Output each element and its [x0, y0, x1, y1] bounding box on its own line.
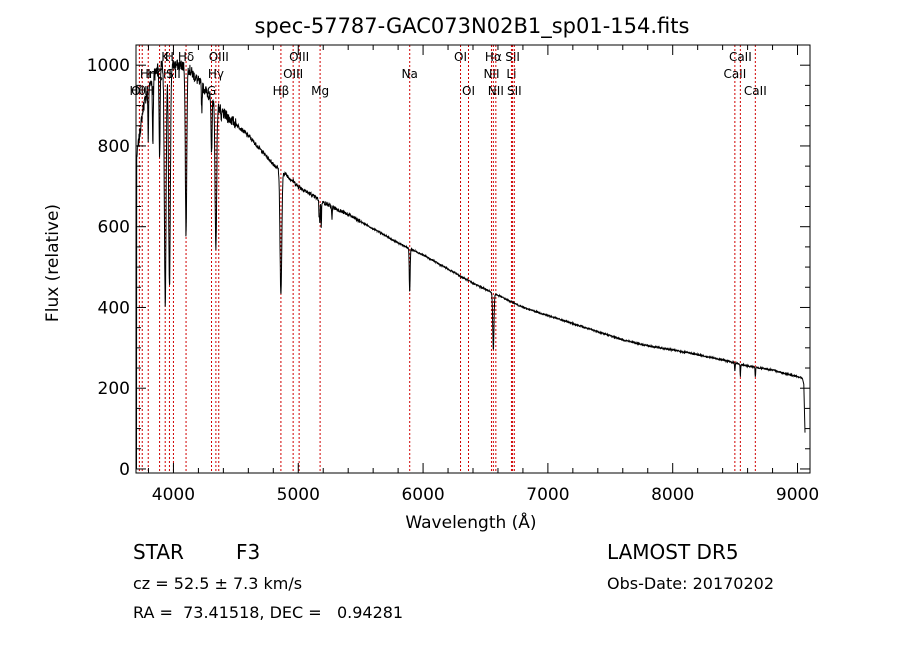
x-tick-label: 7000	[526, 485, 569, 505]
line-marker-label: Hη	[140, 67, 157, 81]
y-tick-label: 1000	[87, 56, 130, 76]
coordinates-readout: RA = 73.41518, DEC = 0.94281	[133, 603, 404, 622]
x-axis: 4000 5000 6000 7000 8000 9000	[147, 45, 819, 505]
line-marker-label: CaII	[729, 50, 752, 64]
x-tick-label: 8000	[651, 485, 694, 505]
line-marker-label: Hα	[485, 50, 502, 64]
line-marker-label: OIII	[209, 50, 229, 64]
spectral-subclass: F3	[236, 540, 261, 564]
line-marker-label: H	[165, 50, 174, 64]
x-axis-label: Wavelength (Å)	[405, 511, 536, 533]
line-marker-label: HθH	[130, 84, 155, 98]
line-marker-label: SII	[505, 50, 520, 64]
y-axis: 0 200 400 600 800 1000	[87, 56, 810, 480]
observation-date: Obs-Date: 20170202	[607, 574, 775, 593]
y-tick-label: 200	[98, 379, 130, 399]
redshift-readout: cz = 52.5 ± 7.3 km/s	[133, 574, 303, 593]
line-marker-label: OI	[462, 84, 475, 98]
line-marker-label: OI	[454, 50, 467, 64]
y-tick-label: 0	[119, 460, 130, 480]
line-marker-label: OII	[131, 84, 148, 98]
line-marker-label: Li	[506, 67, 516, 81]
line-marker-label: SII	[166, 67, 181, 81]
object-class: STAR	[133, 540, 184, 564]
line-markers: OIIHθHHηHζHKHSIIHδGHγOIIIHβOIIIOIIIMgNaO…	[130, 45, 767, 473]
line-marker-label: Hδ	[178, 50, 194, 64]
line-marker-label: Hγ	[208, 67, 224, 81]
x-tick-label: 5000	[277, 485, 320, 505]
x-tick-label: 4000	[152, 485, 195, 505]
line-marker-label: Mg	[311, 84, 329, 98]
line-marker-label: K	[161, 50, 170, 64]
line-marker-label: Na	[402, 67, 418, 81]
line-marker-label: NII	[488, 84, 504, 98]
line-marker-label: CaII	[744, 84, 767, 98]
x-tick-label: 6000	[401, 485, 444, 505]
x-tick-label: 9000	[776, 485, 819, 505]
line-marker-label: G	[207, 84, 216, 98]
chart-title: spec-57787-GAC073N02B1_sp01-154.fits	[255, 14, 690, 39]
line-marker-label: NII	[483, 67, 499, 81]
line-marker-label: OIII	[283, 67, 303, 81]
line-marker-label: Hβ	[273, 84, 290, 98]
y-tick-label: 600	[98, 218, 130, 238]
y-tick-label: 800	[98, 137, 130, 157]
survey-name: LAMOST DR5	[607, 540, 739, 564]
y-tick-label: 400	[98, 298, 130, 318]
line-marker-label: CaII	[723, 67, 746, 81]
spectrum-line	[135, 59, 806, 470]
line-marker-label: OIII	[289, 50, 309, 64]
plot-frame	[135, 44, 811, 474]
y-axis-label: Flux (relative)	[43, 204, 63, 322]
line-marker-label: SII	[507, 84, 522, 98]
